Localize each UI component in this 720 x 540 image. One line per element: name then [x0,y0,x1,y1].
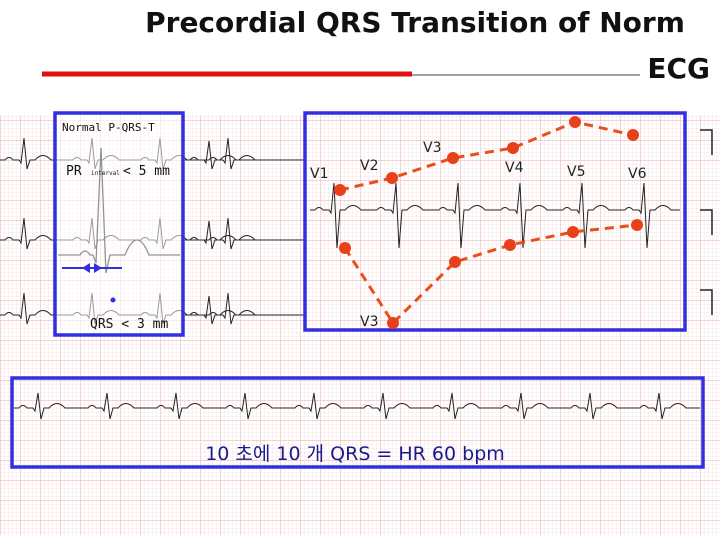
ecg-trace [185,295,305,325]
transition-dot [504,239,516,251]
title-line2: ECG [647,52,710,85]
inset-heading: Normal P-QRS-T [62,121,155,134]
calibration [700,129,713,315]
lead-label: V6 [628,166,647,182]
qrs-marker [110,297,116,303]
inset-box [53,111,185,337]
lead-label: V5 [567,164,585,180]
title-line1: Precordial QRS Transition of Norm [145,6,685,39]
ecg-trace [185,140,305,170]
ecg-trace [14,392,700,420]
caption: 10 초에 10 개 QRS = HR 60 bpm [205,443,505,465]
transition-dot [449,256,461,268]
transition-dot [386,172,398,184]
transition-line [339,120,634,192]
rhythm-box [10,376,705,469]
lead-label: V3 [423,140,441,156]
lead-label: V4 [505,160,524,176]
pr-value: < 5 mm [123,164,170,179]
pr-label: PR [66,164,82,179]
transition-markers [334,116,643,329]
transition-dot [447,152,459,164]
pr-sub: interval [91,170,120,177]
transition-dot [507,142,519,154]
lead-label-v3-lower: V3 [360,314,378,330]
transition-dot [339,242,351,254]
transition-line [343,223,638,326]
transition-dot [569,116,581,128]
precordial-box [303,111,687,332]
transition-dot [567,226,579,238]
lead-label: V2 [360,158,378,174]
transition-dot [631,219,643,231]
transition-dot [334,184,346,196]
transition-dot [627,129,639,141]
transition-dot [387,317,399,329]
ecg-trace [185,220,305,250]
pr-arrows [82,263,102,273]
lead-label: V1 [310,166,328,182]
ecg-trace [310,182,680,249]
qrs-label: QRS < 3 mm [90,317,168,332]
